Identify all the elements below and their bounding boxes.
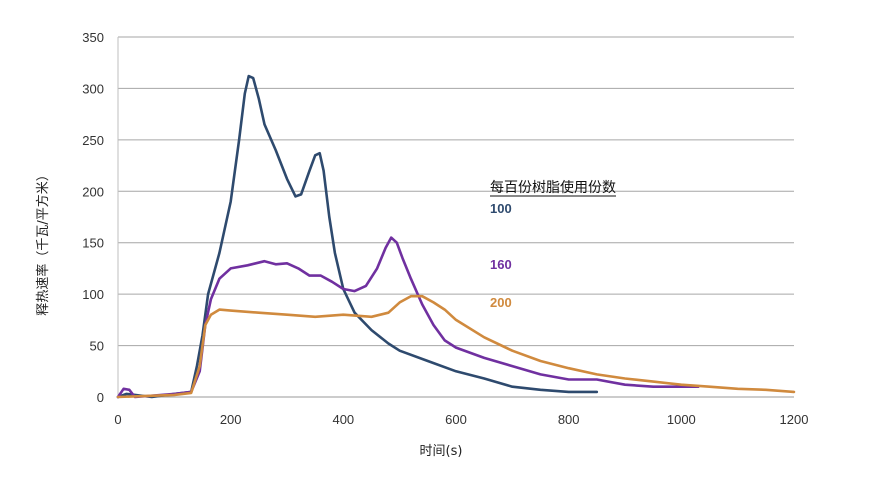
y-tick-label: 150 [82, 236, 104, 251]
y-tick-label: 50 [90, 339, 104, 354]
x-tick-labels: 0 200 400 600 800 1000 1200 [114, 412, 808, 427]
y-tick-label: 200 [82, 184, 104, 199]
x-tick-label: 1000 [667, 412, 696, 427]
series-line-200 [116, 294, 796, 399]
y-tick-label: 250 [82, 133, 104, 148]
legend: 100 160 200 [490, 201, 512, 310]
x-tick-label: 1200 [780, 412, 809, 427]
gridlines [118, 36, 794, 347]
x-tick-label: 0 [114, 412, 121, 427]
cropped-caption-strip [0, 468, 882, 482]
x-tick-label: 600 [445, 412, 467, 427]
x-tick-label: 200 [220, 412, 242, 427]
legend-entry-100: 100 [490, 201, 512, 216]
y-axis-title: 释热速率（千瓦/平方米） [35, 168, 51, 315]
y-tick-label: 300 [82, 81, 104, 96]
y-tick-label: 350 [82, 30, 104, 45]
y-tick-label: 0 [97, 390, 104, 405]
series-line-100 [116, 74, 599, 399]
y-tick-label: 100 [82, 287, 104, 302]
series-lines [116, 74, 796, 399]
x-tick-label: 400 [332, 412, 354, 427]
x-tick-label: 800 [558, 412, 580, 427]
legend-title: 每百份树脂使用份数 [490, 179, 616, 196]
legend-entry-160: 160 [490, 257, 512, 272]
x-axis-title: 时间(s) [420, 444, 463, 459]
legend-entry-200: 200 [490, 295, 512, 310]
y-tick-labels: 0 50 100 150 200 250 300 350 [82, 30, 104, 405]
